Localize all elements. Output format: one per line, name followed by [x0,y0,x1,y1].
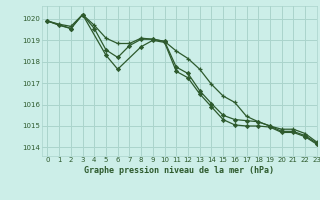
X-axis label: Graphe pression niveau de la mer (hPa): Graphe pression niveau de la mer (hPa) [84,166,274,175]
